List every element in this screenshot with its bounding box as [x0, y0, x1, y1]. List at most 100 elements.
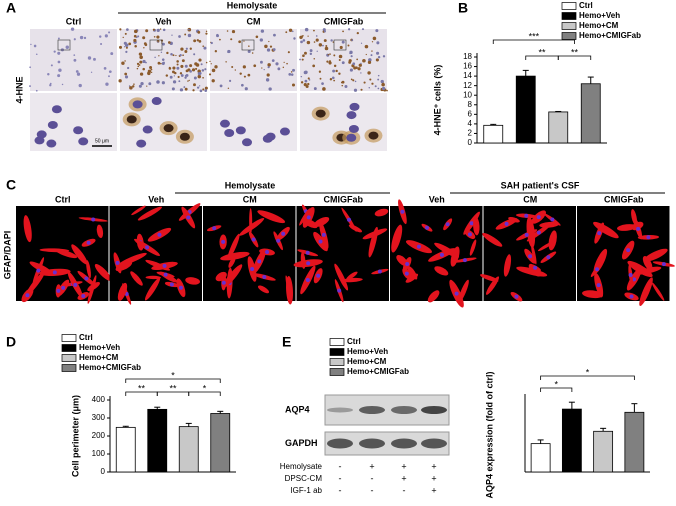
- column-label: CMIGFab: [604, 194, 644, 204]
- stain-dot: [377, 78, 380, 81]
- stain-dot: [382, 55, 386, 58]
- condition-label: Hemolysate: [280, 462, 323, 471]
- stain-dot: [197, 74, 202, 79]
- group-label: SAH patient's CSF: [501, 180, 580, 190]
- stain-dot: [150, 71, 153, 74]
- nucleus: [47, 120, 58, 129]
- stain-dot: [110, 52, 114, 56]
- nucleus: [136, 139, 147, 148]
- dapi: [212, 226, 217, 231]
- stain-dot: [327, 54, 330, 56]
- stain-dot: [231, 66, 234, 69]
- stain-dot: [259, 38, 263, 42]
- y-axis-label: Cell perimeter (μm): [70, 395, 80, 477]
- stain-dot: [198, 39, 202, 43]
- stain-dot: [368, 87, 370, 89]
- stain-dot: [156, 80, 160, 84]
- stain-dot: [145, 29, 149, 33]
- stain-dot: [211, 68, 216, 73]
- astrocyte: [257, 285, 270, 294]
- stain-dot: [313, 29, 315, 32]
- column-label: CM: [523, 194, 537, 204]
- stain-dot: [185, 73, 189, 77]
- stain-dot: [143, 47, 145, 49]
- stain-dot: [139, 60, 143, 64]
- stain-dot: [189, 64, 193, 68]
- bar: [115, 426, 136, 473]
- stain-dot: [148, 82, 152, 86]
- astrocyte: [96, 224, 104, 238]
- y-axis-label: AQP4 expression (fold of ctrl): [484, 371, 494, 498]
- micrograph: [30, 93, 117, 151]
- stain-dot: [125, 46, 128, 49]
- significance-bracket: [188, 391, 221, 396]
- astrocyte: [137, 206, 163, 221]
- stain-dot: [187, 33, 192, 38]
- dapi: [400, 209, 405, 214]
- stain-dot: [188, 28, 190, 31]
- stain-dot: [324, 46, 329, 51]
- stain-dot: [142, 67, 145, 71]
- astrocyte: [639, 277, 653, 306]
- stain-dot: [363, 81, 366, 84]
- stain-dot: [377, 55, 381, 59]
- dapi: [636, 226, 641, 231]
- stain-dot: [199, 89, 203, 93]
- inset-box: [149, 39, 163, 51]
- stain-dot: [49, 84, 52, 87]
- stain-dot: [158, 55, 160, 57]
- stain-dot: [344, 85, 348, 89]
- stain-dot: [29, 66, 32, 69]
- stain-dot: [263, 69, 265, 71]
- legend-swatch: [329, 338, 345, 346]
- stain-dot: [50, 64, 53, 67]
- band: [391, 438, 417, 449]
- stain-dot: [193, 83, 196, 87]
- stain-dot: [349, 68, 353, 72]
- stain-dot: [286, 62, 288, 65]
- stain-dot: [266, 73, 270, 77]
- stain-dot: [312, 64, 316, 68]
- bar: [515, 75, 536, 144]
- scale-label: 50 μm: [95, 138, 109, 144]
- astrocyte: [334, 263, 349, 291]
- stain-dot: [204, 89, 208, 92]
- stain-dot: [273, 33, 276, 37]
- stain-dot: [211, 79, 215, 83]
- dapi: [169, 282, 174, 287]
- legend-label: Ctrl: [579, 1, 593, 10]
- stain-dot: [358, 63, 362, 67]
- bar: [178, 426, 199, 473]
- dapi: [115, 260, 120, 265]
- astrocyte: [582, 290, 603, 299]
- dapi: [347, 217, 352, 222]
- stain-dot: [168, 66, 171, 69]
- stain-dot: [179, 72, 183, 75]
- astrocyte: [117, 282, 128, 301]
- dapi: [536, 230, 541, 235]
- dapi: [91, 217, 96, 222]
- stain-dot: [216, 33, 219, 37]
- legend-label: Hemo+Veh: [579, 11, 620, 20]
- stain-dot: [144, 43, 148, 47]
- stain-dot: [260, 29, 265, 33]
- significance-label: **: [138, 383, 146, 393]
- bar: [147, 408, 168, 473]
- stain-dot: [99, 35, 102, 38]
- stain-dot: [380, 79, 384, 84]
- y-tick-label: 300: [92, 413, 106, 422]
- stain-dot: [307, 77, 310, 80]
- stain-dot: [247, 49, 251, 54]
- dapi: [276, 238, 281, 243]
- dapi: [536, 215, 541, 220]
- astrocyte: [313, 217, 330, 227]
- dapi: [250, 266, 255, 271]
- stain-dot: [172, 80, 177, 84]
- stain-dot: [191, 68, 196, 72]
- column-label: Veh: [155, 16, 171, 26]
- inset-box: [333, 39, 347, 51]
- astrocyte: [643, 248, 668, 262]
- stain-dot: [157, 41, 159, 43]
- stain-dot: [287, 51, 290, 54]
